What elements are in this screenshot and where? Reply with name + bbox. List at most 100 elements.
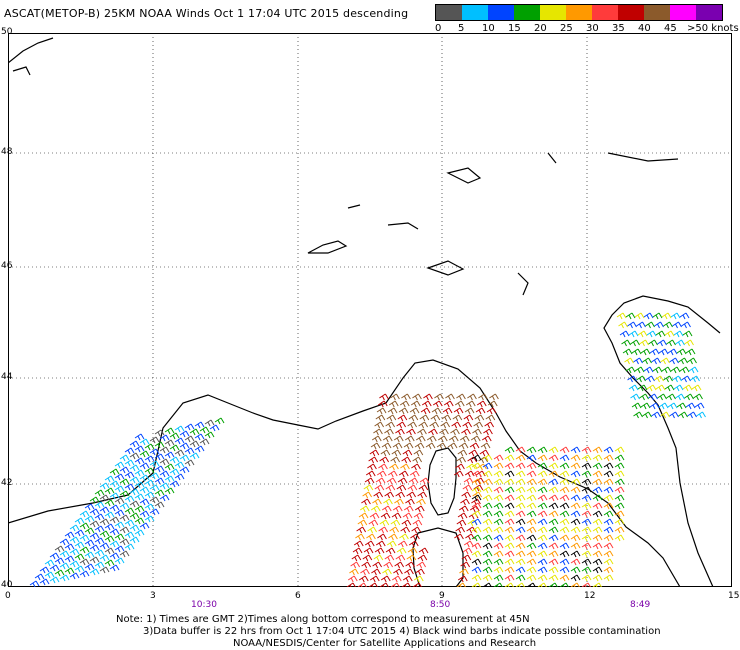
wind-barb [663, 321, 673, 329]
wind-barb [515, 574, 526, 582]
wind-barb [465, 400, 476, 408]
legend-swatch-8 [644, 5, 670, 20]
wind-barb [483, 428, 493, 436]
wind-barb [149, 508, 160, 516]
wind-barb [445, 393, 455, 401]
wind-barb [471, 558, 482, 566]
wind-barb [114, 497, 125, 505]
wind-barb [79, 558, 90, 566]
wind-barb [54, 569, 65, 577]
wind-barb [471, 486, 482, 494]
wind-barb [504, 454, 515, 462]
wind-barb [648, 393, 658, 401]
wind-barb [139, 438, 150, 446]
wind-barb [204, 431, 215, 439]
wind-barb [603, 518, 614, 526]
wind-barb [592, 510, 603, 518]
wind-barb [380, 449, 391, 457]
wind-barb [559, 550, 570, 558]
wind-barb [645, 375, 655, 383]
wind-barb [627, 321, 637, 329]
wind-barb [681, 321, 691, 329]
wind-barb [385, 484, 396, 492]
wind-barb [559, 526, 570, 534]
wind-barb [678, 411, 688, 419]
wind-barb [194, 433, 205, 441]
lon-label-15: 15 [728, 591, 740, 601]
wind-barb [119, 526, 130, 534]
wind-barb [526, 574, 537, 582]
wind-barb [654, 321, 664, 329]
wind-barb [592, 542, 603, 550]
wind-barb [395, 491, 406, 499]
legend-swatch-10 [696, 5, 722, 20]
wind-barb [54, 545, 65, 553]
wind-barb [369, 449, 380, 457]
wind-barb [59, 538, 70, 546]
wind-barb [493, 558, 504, 566]
wind-barb [119, 466, 130, 474]
wind-barb [457, 575, 468, 583]
wind-barb [204, 419, 215, 427]
wind-barb [462, 547, 473, 555]
wind-barb [479, 449, 490, 457]
wind-barb [34, 573, 45, 581]
lat-label-50: 50 [1, 27, 13, 37]
wind-barb [559, 518, 570, 526]
wind-barb [661, 312, 672, 320]
wind-barb [581, 526, 592, 534]
wind-barb [369, 575, 380, 583]
wind-barb [399, 400, 410, 408]
wind-barb [385, 547, 396, 555]
wind-barb [603, 446, 614, 454]
wind-barb [372, 498, 382, 506]
wind-barb [371, 435, 382, 443]
wind-barb [471, 574, 482, 582]
wind-barb [493, 574, 504, 582]
wind-barb [357, 519, 368, 527]
wind-barb [581, 574, 592, 582]
wind-barb [99, 494, 110, 502]
wind-barb [376, 470, 387, 478]
wind-barb [395, 428, 405, 436]
wind-barb [392, 505, 403, 513]
wind-barb [570, 558, 581, 566]
wind-barb [129, 452, 140, 460]
wind-barb [425, 442, 436, 450]
wind-barb [144, 491, 155, 499]
wind-barb [642, 411, 652, 419]
wind-barb [387, 407, 398, 415]
wind-barb [377, 400, 388, 408]
wind-barb [482, 550, 493, 558]
wind-barb [159, 446, 170, 454]
wind-barb [655, 330, 666, 338]
wind-barb [526, 518, 537, 526]
wind-barb [581, 566, 592, 574]
wind-barb [463, 477, 474, 485]
wind-barb [493, 566, 504, 574]
wind-barb [453, 407, 464, 415]
wind-barb [474, 414, 485, 422]
wind-barb [467, 393, 477, 401]
wind-barb [489, 393, 499, 401]
wind-barb [84, 551, 95, 559]
wind-barb [559, 542, 570, 550]
wind-barb [537, 494, 548, 502]
wind-barb [164, 487, 175, 495]
wind-barb [631, 348, 642, 356]
wind-barb [603, 542, 614, 550]
legend-label-15: 15 [508, 23, 521, 34]
wind-barb [471, 526, 482, 534]
wind-barb [458, 442, 469, 450]
wind-barb [407, 421, 418, 429]
wind-barb [455, 463, 465, 471]
wind-barb [189, 428, 200, 436]
wind-barb [407, 484, 418, 492]
wind-barb [169, 444, 180, 452]
wind-barb [537, 486, 548, 494]
wind-barb [64, 531, 75, 539]
wind-barb [625, 312, 636, 320]
wind-barb [504, 462, 515, 470]
wind-barb [504, 526, 515, 534]
wind-barb [54, 557, 65, 565]
